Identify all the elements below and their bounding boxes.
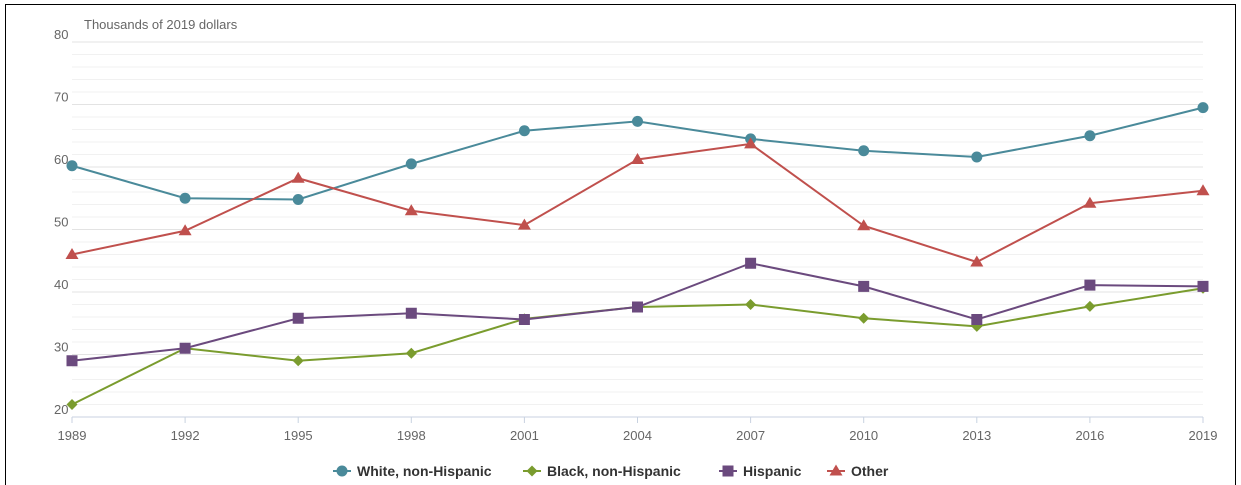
x-tick-label: 2007 — [736, 428, 765, 443]
x-tick-label: 1995 — [284, 428, 313, 443]
data-point — [1084, 300, 1096, 312]
series-group — [65, 102, 1210, 410]
data-point — [66, 355, 78, 367]
data-point — [518, 314, 530, 325]
y-tick-label: 40 — [54, 277, 68, 292]
series-white-non-hispanic — [66, 102, 1209, 205]
series-other — [65, 137, 1210, 267]
legend-item[interactable]: Black, non-Hispanic — [523, 463, 681, 479]
data-point — [179, 192, 191, 204]
data-point — [179, 342, 191, 354]
data-point — [745, 299, 757, 310]
legend: White, non-Hispanic Black, non-Hispanic Hi… — [333, 463, 889, 479]
data-point — [744, 137, 758, 149]
data-point — [65, 248, 79, 259]
data-point — [405, 158, 417, 170]
data-point — [632, 115, 643, 127]
y-tick-label: 80 — [54, 27, 68, 42]
x-tick-label: 1992 — [171, 428, 200, 443]
legend-label: Other — [851, 463, 889, 479]
legend-item[interactable]: Hispanic — [719, 463, 802, 479]
y-tick-label: 20 — [54, 402, 68, 417]
data-point — [971, 151, 983, 163]
data-point — [1083, 196, 1097, 208]
legend-label: Hispanic — [743, 463, 802, 479]
data-point — [66, 399, 78, 410]
x-tick-label: 2001 — [510, 428, 539, 443]
y-tick-label: 50 — [54, 215, 68, 230]
legend-marker — [829, 464, 843, 476]
x-tick-label: 1989 — [58, 428, 87, 443]
data-point — [292, 355, 304, 367]
chart-frame — [5, 4, 1236, 485]
data-point — [291, 171, 305, 183]
data-point — [178, 224, 192, 236]
data-point — [631, 153, 644, 164]
y-tick-label: 30 — [54, 340, 68, 355]
data-point — [292, 312, 304, 324]
data-point — [405, 307, 417, 319]
y-axis-label: Thousands of 2019 dollars — [84, 17, 238, 32]
data-point — [66, 160, 78, 172]
data-point — [971, 314, 983, 325]
data-point — [405, 347, 417, 359]
legend-marker — [336, 465, 348, 477]
data-point — [858, 145, 870, 157]
x-tick-label: 2010 — [849, 428, 878, 443]
legend-item[interactable]: White, non-Hispanic — [333, 463, 492, 479]
legend-item[interactable]: Other — [827, 463, 889, 479]
data-point — [1196, 184, 1210, 196]
x-tick-label: 1998 — [397, 428, 426, 443]
data-point — [1197, 102, 1209, 114]
legend-label: Black, non-Hispanic — [547, 463, 681, 479]
data-point — [404, 204, 418, 216]
x-tick-label: 2013 — [962, 428, 991, 443]
legend-marker — [722, 465, 734, 477]
data-point — [970, 255, 984, 267]
x-tick-label: 2016 — [1075, 428, 1104, 443]
data-point — [1084, 279, 1096, 291]
data-point — [517, 218, 531, 230]
data-point — [858, 312, 870, 324]
legend-marker — [526, 465, 538, 477]
data-point — [518, 125, 530, 137]
data-point — [632, 301, 643, 313]
data-point — [858, 280, 870, 292]
data-point — [857, 219, 871, 231]
legend-label: White, non-Hispanic — [357, 463, 492, 479]
grid-lines — [72, 41, 1203, 418]
y-tick-label: 60 — [54, 152, 68, 167]
y-tick-label: 70 — [54, 90, 68, 105]
data-point — [292, 194, 304, 205]
data-point — [745, 257, 757, 269]
data-point — [1084, 130, 1096, 142]
x-tick-label: 2019 — [1189, 428, 1218, 443]
axes: 20 30 40 50 60 70 80 1989 1992 1995 1998 2001 2004 20… — [54, 27, 1217, 443]
x-tick-label: 2004 — [623, 428, 652, 443]
series-hispanic — [66, 257, 1209, 367]
data-point — [1197, 280, 1209, 292]
